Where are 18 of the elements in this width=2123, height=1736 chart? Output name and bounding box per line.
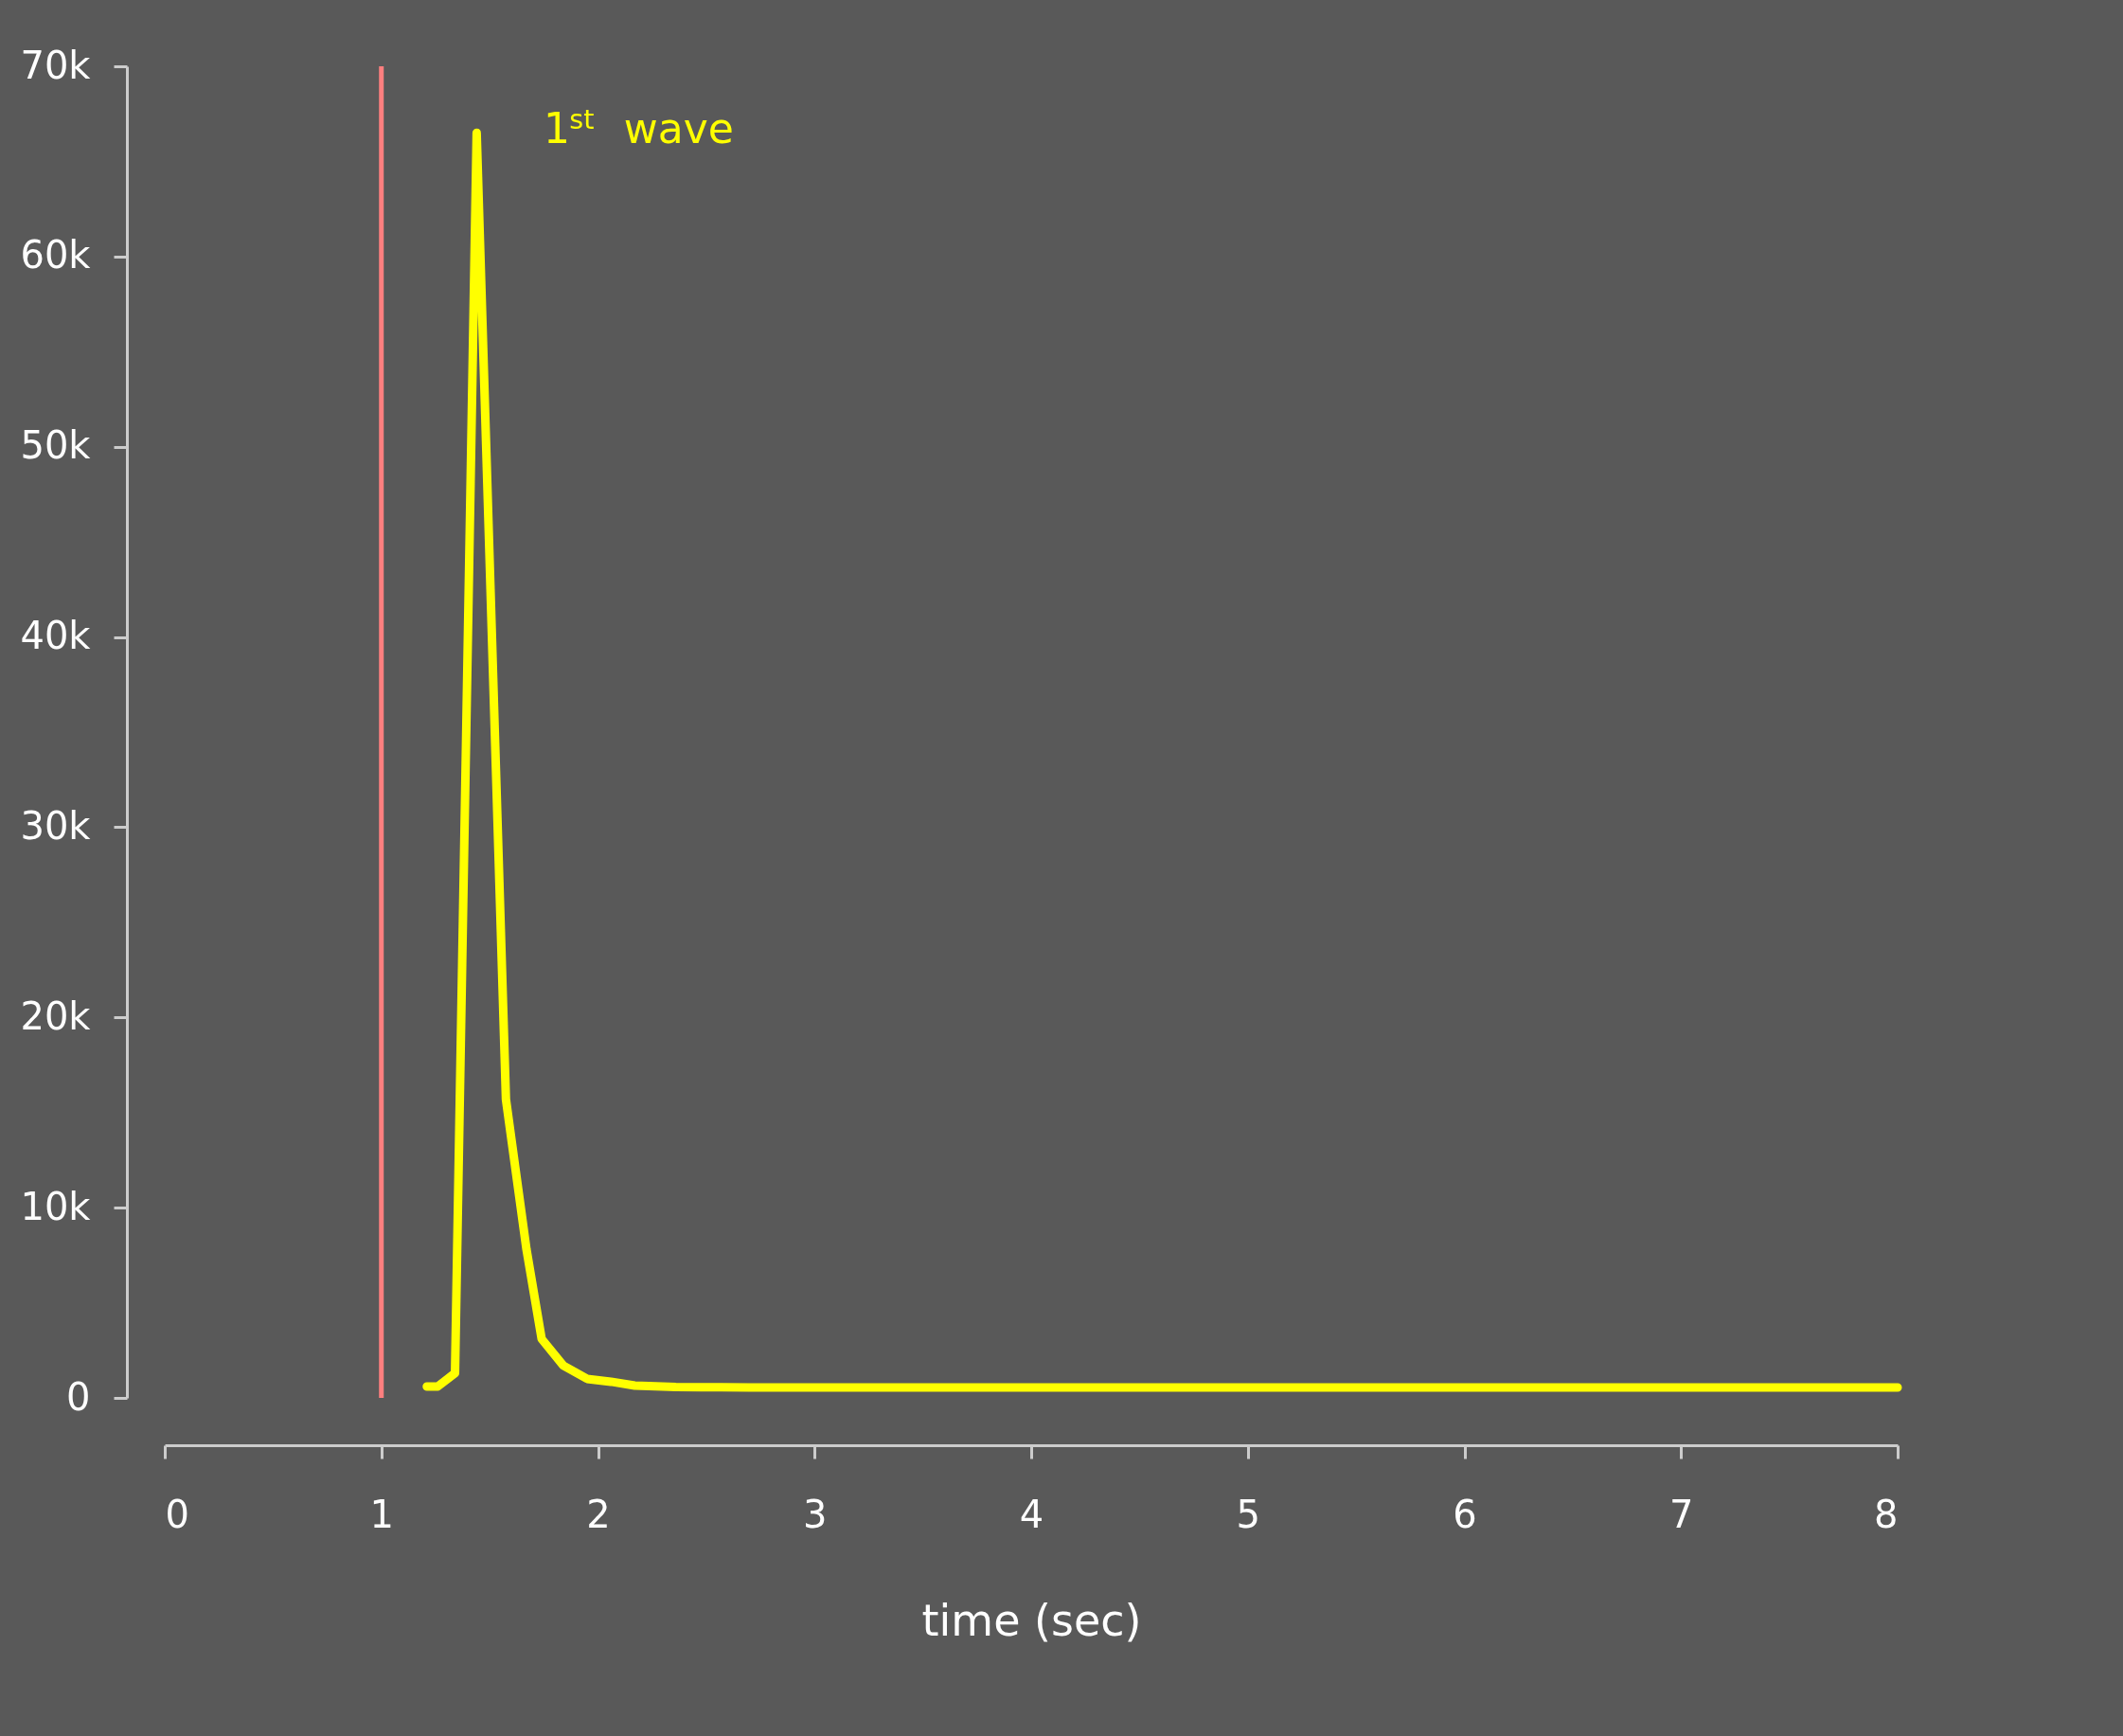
x-tick-label: 4 [1019, 1492, 1044, 1536]
y-tick-label: 40k [20, 614, 92, 658]
x-tick-label: 7 [1669, 1492, 1694, 1536]
x-tick-label: 8 [1874, 1492, 1899, 1536]
y-tick-label: 10k [20, 1184, 92, 1228]
y-tick-label: 20k [20, 993, 92, 1038]
x-tick-label: 6 [1453, 1492, 1477, 1536]
y-tick-label: 70k [20, 43, 92, 87]
x-tick-label: 5 [1236, 1492, 1260, 1536]
x-tick-label: 1 [369, 1492, 394, 1536]
x-tick-label: 2 [586, 1492, 611, 1536]
y-tick-label: 0 [66, 1374, 91, 1419]
x-tick-label: 3 [803, 1492, 828, 1536]
y-tick-label: 30k [20, 803, 92, 848]
y-tick-label: 50k [20, 423, 92, 468]
x-axis-title: time (sec) [921, 1594, 1142, 1646]
y-tick-label: 60k [20, 233, 92, 277]
x-tick-label: 0 [165, 1492, 189, 1536]
